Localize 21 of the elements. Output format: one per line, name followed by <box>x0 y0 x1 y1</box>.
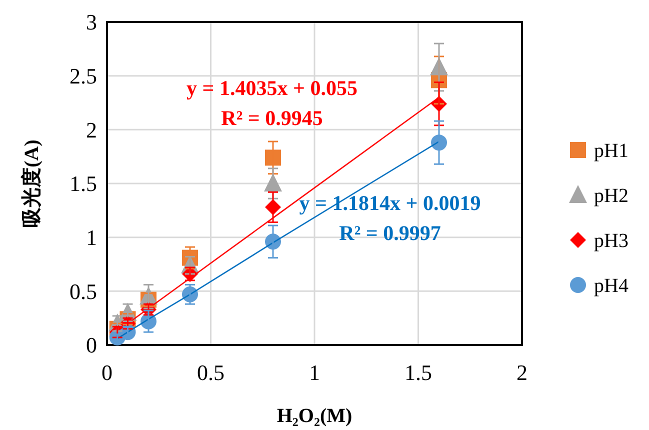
legend-label: pH2 <box>594 185 628 207</box>
legend-label: pH1 <box>594 140 628 162</box>
y-tick-label: 2 <box>86 117 97 142</box>
y-tick-label: 0.5 <box>70 278 97 304</box>
y-tick-label: 1 <box>86 225 97 250</box>
y-tick-label: 0 <box>86 332 97 358</box>
y-tick-label: 2.5 <box>70 64 97 89</box>
legend-label: pH4 <box>594 275 628 297</box>
point <box>265 150 281 166</box>
annotation: y = 1.4035x + 0.055 R² = 0.9945 <box>186 76 358 130</box>
x-axis-title: H₂O₂(M) <box>276 405 352 427</box>
legend-label: pH3 <box>594 230 628 252</box>
x-tick-label: 2 <box>516 360 528 385</box>
x-tick-label: 0.5 <box>197 360 224 385</box>
y-tick-label: 3 <box>86 10 97 35</box>
annotation: y = 1.1814x + 0.0019 R² = 0.9997 <box>299 191 481 245</box>
x-tick-label: 0 <box>102 360 112 385</box>
x-tick-label: 1 <box>309 360 320 385</box>
y-axis-title: 吸光度(A) <box>20 140 43 228</box>
x-tick-label: 1.5 <box>404 360 432 385</box>
y-tick-label: 1.5 <box>70 171 97 196</box>
